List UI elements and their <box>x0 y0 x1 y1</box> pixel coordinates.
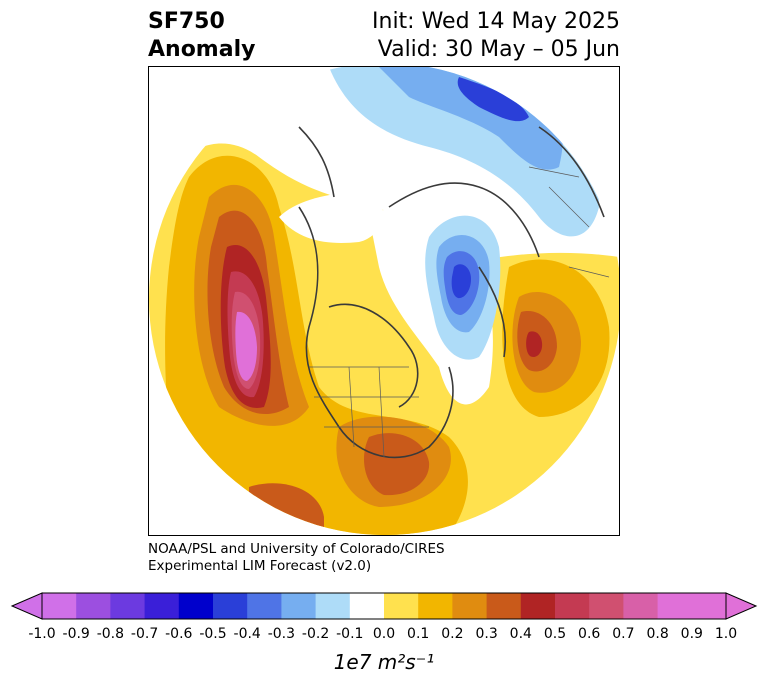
colorbar-cell <box>520 593 556 619</box>
colorbar-tick-label: 0.8 <box>646 626 669 642</box>
colorbar-cell <box>418 593 453 619</box>
colorbar-tick-label: 0.5 <box>543 626 567 642</box>
colorbar-tick-label: -0.7 <box>130 626 159 642</box>
colorbar-cell <box>691 593 727 619</box>
polar-map <box>148 66 620 536</box>
colorbar-cell <box>76 593 111 619</box>
anomaly-field <box>149 67 619 535</box>
colorbar-cell <box>144 593 180 619</box>
variable-name: SF750 <box>148 9 225 34</box>
colorbar-ticks: -1.0 -0.9 -0.8 -0.7 -0.6 -0.5 -0.4 -0.3 -0.2 -0.1… <box>0 626 768 646</box>
colorbar-tick-label: 0.3 <box>475 626 498 642</box>
colorbar-tick-label: -0.1 <box>336 626 364 642</box>
colorbar-cell <box>555 593 590 619</box>
colorbar-cell <box>247 593 282 619</box>
colorbar-cell <box>110 593 146 619</box>
colorbar-tick-label: 0.9 <box>680 626 703 642</box>
colorbar-cell <box>623 593 659 619</box>
colorbar-tick-label: -0.3 <box>267 626 296 642</box>
colorbar-tick-label: -0.5 <box>199 626 227 642</box>
colorbar-unit: 1e7 m²s⁻¹ <box>0 650 768 674</box>
colorbar-tick-label: -0.4 <box>233 626 261 642</box>
colorbar-tick-label: 0.4 <box>509 626 532 642</box>
colorbar-cell <box>42 593 77 619</box>
colorbar-cell <box>349 593 385 619</box>
colorbar-cell <box>384 593 419 619</box>
colorbar-low-extend <box>10 592 43 620</box>
unit-label: 1e7 m²s⁻¹ <box>333 650 435 674</box>
colorbar-cell <box>452 593 488 619</box>
colorbar-cell <box>178 593 214 619</box>
colorbar-tick-label: -0.2 <box>301 626 330 642</box>
credit-line-1: NOAA/PSL and University of Colorado/CIRE… <box>148 541 445 557</box>
init-date: Init: Wed 14 May 2025 <box>372 9 620 34</box>
colorbar-tick-label: 1.0 <box>714 626 738 642</box>
colorbar-cell <box>315 593 351 619</box>
colorbar-tick-label: -0.8 <box>96 626 125 642</box>
colorbar-tick-label: 0.0 <box>372 626 396 642</box>
colorbar-tick-label: 0.2 <box>441 626 464 642</box>
credit-line-2: Experimental LIM Forecast (v2.0) <box>148 558 372 574</box>
colorbar-tick-label: 0.6 <box>578 626 601 642</box>
colorbar-cell <box>486 593 522 619</box>
colorbar-outline <box>41 592 727 620</box>
colorbar-tick-label: 0.7 <box>612 626 635 642</box>
forecast-dates: Init: Wed 14 May 2025 Valid: 30 May – 05… <box>372 8 620 64</box>
valid-date: Valid: 30 May – 05 Jun <box>377 37 620 62</box>
data-credit: NOAA/PSL and University of Colorado/CIRE… <box>148 541 445 575</box>
colorbar-high-extend <box>725 592 758 620</box>
colorbar-cell <box>589 593 624 619</box>
colorbar-tick-label: -0.6 <box>165 626 193 642</box>
anomaly-label: Anomaly <box>148 37 256 62</box>
colorbar-cell <box>657 593 693 619</box>
colorbar-tick-label: -0.9 <box>62 626 90 642</box>
map-title: SF750 Anomaly <box>148 8 255 64</box>
colorbar-tick-label: 0.1 <box>407 626 430 642</box>
colorbar-cell <box>281 593 317 619</box>
colorbar <box>10 592 758 620</box>
colorbar-cell <box>213 593 248 619</box>
colorbar-tick-label: -1.0 <box>28 626 56 642</box>
